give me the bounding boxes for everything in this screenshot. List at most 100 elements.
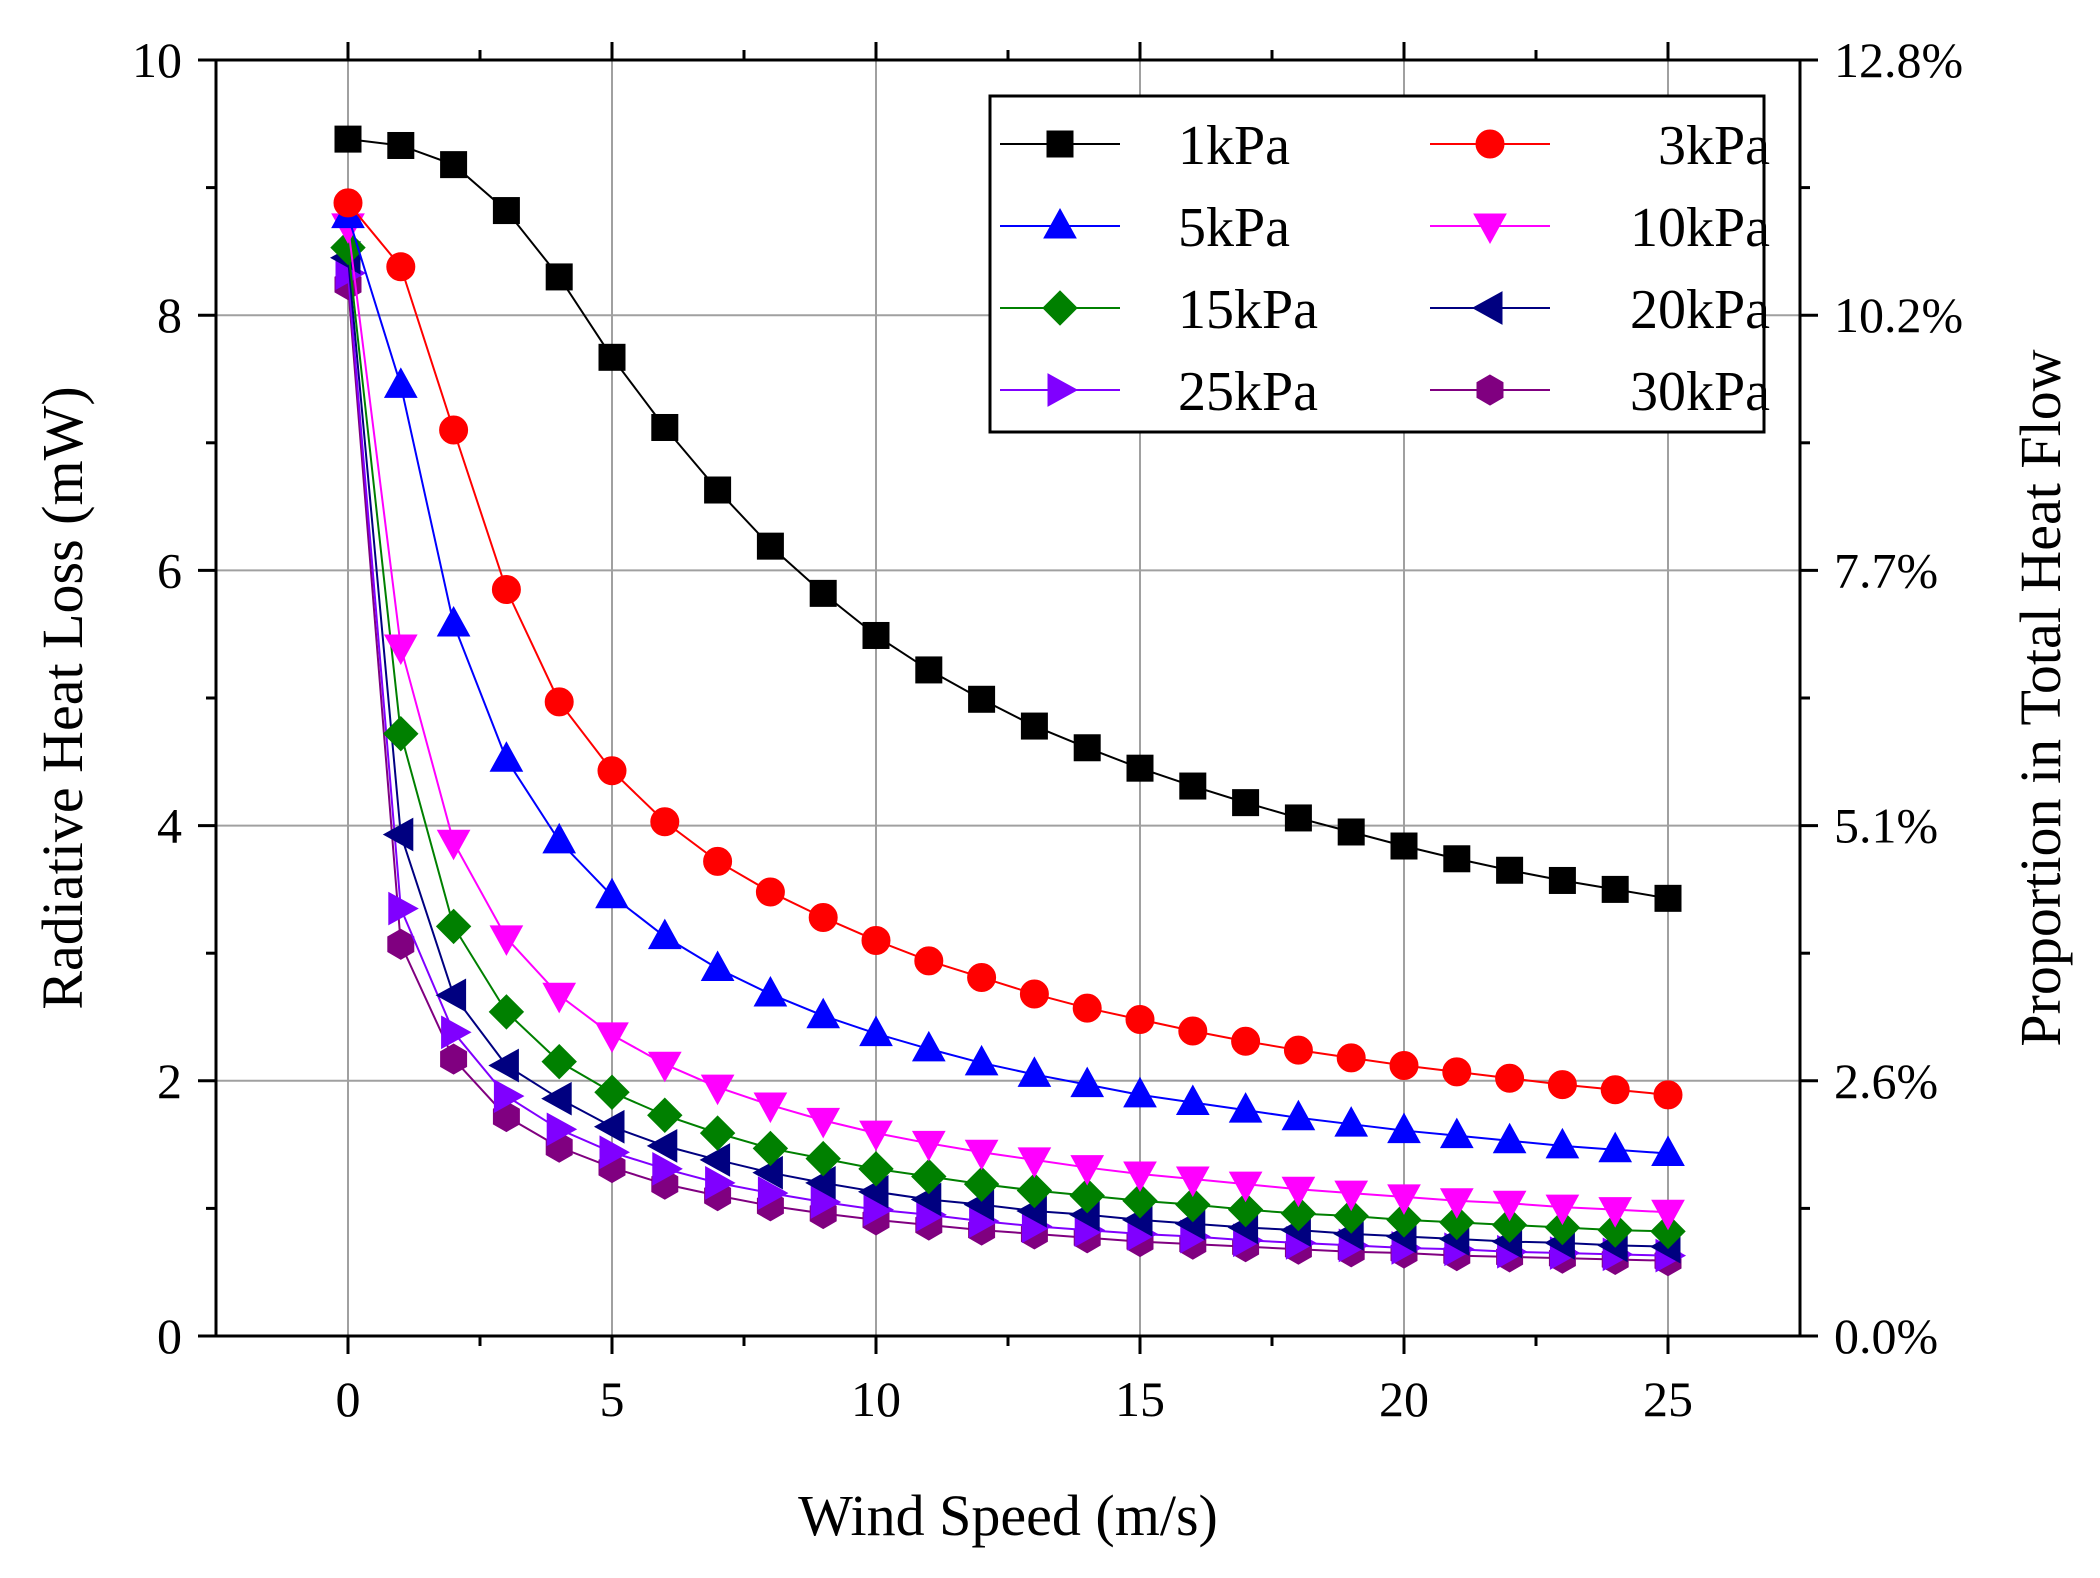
data-point — [1598, 1131, 1633, 1163]
data-point — [1545, 1127, 1580, 1159]
data-point — [1175, 1186, 1211, 1223]
data-point — [383, 634, 418, 665]
data-point — [1387, 1184, 1421, 1215]
data-point — [1389, 1050, 1419, 1080]
data-point — [809, 579, 837, 607]
data-point — [597, 756, 627, 786]
series-10kPa — [331, 213, 1685, 1231]
legend-marker — [1476, 374, 1504, 406]
data-point — [1544, 1209, 1581, 1246]
data-point — [1123, 1161, 1157, 1192]
data-point — [699, 1115, 736, 1151]
x-axis-title: Wind Speed (m/s) — [798, 1483, 1218, 1548]
data-point — [388, 891, 419, 926]
data-point — [968, 685, 996, 713]
data-point — [1334, 1106, 1369, 1137]
data-point — [387, 928, 415, 960]
legend-box — [988, 94, 1766, 434]
y-tick-label: 10 — [132, 32, 182, 88]
data-point — [1126, 754, 1154, 782]
data-point — [914, 946, 944, 976]
legend-marker — [1475, 129, 1505, 159]
data-point — [858, 1151, 894, 1187]
data-point — [1228, 1171, 1263, 1203]
data-point — [1179, 772, 1207, 800]
series-15kPa — [330, 229, 1686, 1250]
data-point — [1653, 1080, 1683, 1110]
data-point — [383, 367, 418, 398]
data-point — [862, 621, 890, 649]
data-point — [1232, 789, 1260, 817]
data-point — [544, 687, 574, 717]
legend-item: 25kPa — [1000, 361, 1318, 423]
data-point — [859, 1120, 893, 1152]
data-point — [491, 575, 521, 605]
series-1kPa — [334, 125, 1682, 912]
data-point — [1597, 1212, 1633, 1248]
data-point — [806, 997, 841, 1029]
data-point — [333, 188, 363, 218]
legend-label: 25kPa — [1178, 361, 1318, 423]
data-point — [705, 1166, 736, 1200]
series-3kPa — [333, 188, 1683, 1110]
data-point — [1600, 1075, 1630, 1105]
data-point — [1491, 1207, 1528, 1243]
data-point — [647, 918, 682, 950]
data-point — [1496, 856, 1524, 884]
data-point — [911, 1030, 946, 1062]
x-tick-label: 5 — [600, 1371, 625, 1427]
legend-item: 30kPa — [1430, 361, 1770, 423]
data-point — [435, 908, 472, 945]
data-point — [1281, 1099, 1316, 1131]
data-point — [1122, 1183, 1158, 1219]
data-point — [1019, 979, 1049, 1009]
data-point — [1281, 1176, 1316, 1208]
data-point — [599, 1135, 631, 1170]
data-point — [1073, 734, 1101, 762]
legend-label: 1kPa — [1178, 115, 1290, 177]
y2-axis-title: Proportion in Total Heat Flow — [2008, 349, 2073, 1046]
data-point — [387, 131, 415, 159]
data-point — [704, 476, 732, 504]
data-point — [964, 1139, 999, 1171]
data-point — [1070, 1155, 1105, 1186]
data-point — [808, 902, 838, 932]
data-point — [1227, 1191, 1264, 1228]
data-point — [1334, 1180, 1369, 1212]
x-tick-label: 15 — [1115, 1371, 1165, 1427]
data-point — [441, 1015, 472, 1050]
data-point — [859, 1015, 893, 1047]
data-point — [1492, 1190, 1527, 1222]
data-point — [488, 1048, 519, 1083]
data-point — [489, 741, 524, 772]
data-point — [1439, 1188, 1474, 1219]
data-point — [386, 252, 416, 282]
legend-label: 15kPa — [1178, 279, 1318, 341]
data-point — [805, 1140, 841, 1177]
y2-tick-label: 0.0% — [1834, 1308, 1938, 1364]
legend-label: 5kPa — [1178, 197, 1290, 259]
legend-item: 15kPa — [1000, 279, 1318, 341]
legend-label: 3kPa — [1658, 115, 1770, 177]
y2-tick-label: 10.2% — [1834, 287, 1963, 343]
ticks: 0 5 10 15 20 25 0 0.0% 2 2.6% 4 5.1% 6 7.7% 8 10.2% 10 12… — [132, 32, 1963, 1427]
data-point — [757, 1176, 789, 1210]
y2-tick-label: 12.8% — [1834, 32, 1963, 88]
data-point — [1228, 1092, 1263, 1123]
data-point — [1386, 1202, 1422, 1238]
data-point — [1020, 712, 1048, 740]
data-point — [330, 229, 366, 266]
data-point — [805, 1166, 836, 1200]
legend-item: 3kPa — [1430, 115, 1770, 177]
data-point — [334, 125, 362, 153]
data-point — [1651, 1135, 1685, 1167]
data-point — [595, 877, 629, 909]
data-point — [1231, 1026, 1261, 1056]
data-point — [383, 716, 419, 752]
data-point — [967, 962, 997, 992]
data-point — [382, 817, 414, 852]
data-point — [806, 1107, 841, 1139]
data-point — [1601, 875, 1629, 903]
data-point — [1650, 1213, 1686, 1250]
data-point — [1123, 1076, 1157, 1108]
